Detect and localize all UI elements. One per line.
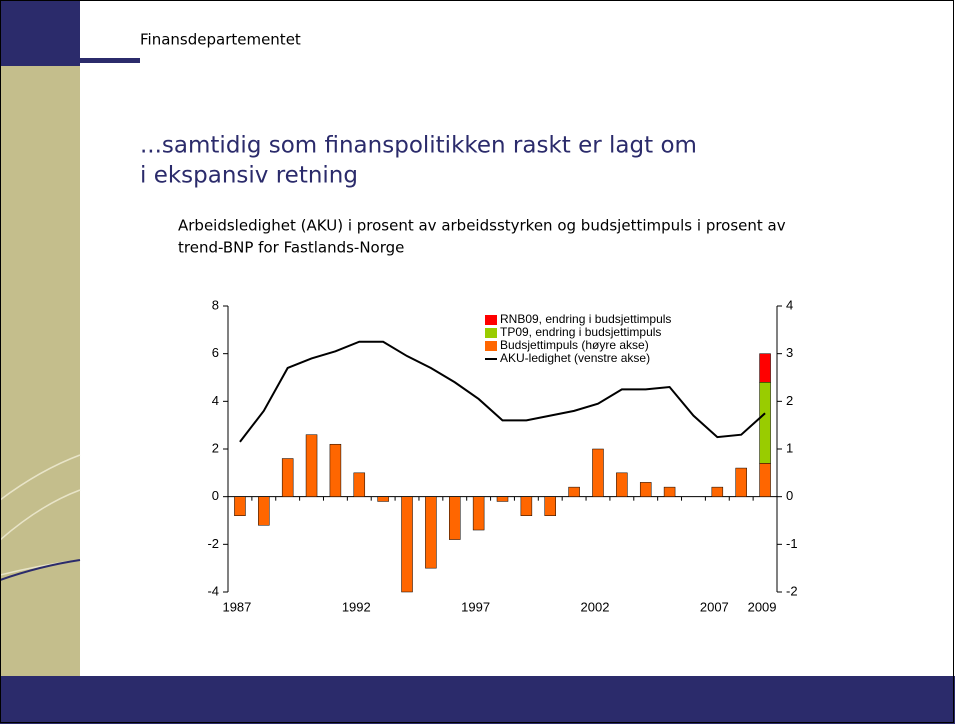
decor-curve [0, 559, 81, 581]
footer-band [0, 676, 955, 724]
bar [496, 496, 509, 502]
x-tick-label: 1992 [342, 599, 371, 614]
bar [759, 353, 771, 383]
legend-swatch [485, 315, 497, 325]
title-line: i ekspansiv retning [140, 163, 358, 189]
bar [616, 472, 628, 497]
bar [592, 448, 604, 497]
y2-tick-label: -2 [786, 583, 798, 598]
bar [735, 467, 747, 497]
y2-tick-label: 1 [786, 440, 793, 455]
x-tick-label: 2007 [700, 599, 729, 614]
bar [234, 496, 246, 516]
side-band [0, 66, 80, 676]
bar [520, 496, 533, 516]
legend-label: AKU-ledighet (venstre akse) [500, 351, 650, 365]
bar [663, 486, 676, 497]
y2-tick-label: 4 [786, 297, 793, 312]
legend-swatch [485, 341, 497, 351]
y-tick-label: 2 [212, 440, 219, 455]
x-tick-label: 1987 [222, 599, 251, 614]
legend-label: Budsjettimpuls (høyre akse) [500, 338, 649, 352]
bar [568, 486, 580, 497]
x-tick-label: 2009 [748, 599, 777, 614]
bar [425, 496, 437, 569]
organization: Finansdepartementet [140, 31, 301, 49]
bar [472, 496, 485, 531]
bar [449, 496, 461, 540]
subtitle-line: trend-BNP for Fastlands-Norge [178, 239, 404, 257]
bar [759, 463, 771, 497]
bar [377, 496, 389, 502]
y2-tick-label: 2 [786, 393, 793, 408]
bar [305, 434, 318, 497]
legend-swatch [485, 328, 497, 338]
y-tick-label: 8 [212, 297, 219, 312]
bar [353, 472, 366, 497]
bar [544, 496, 556, 516]
bar [759, 382, 771, 464]
subtitle-line: Arbeidsledighet (AKU) i prosent av arbei… [178, 217, 786, 235]
bar [639, 482, 652, 497]
x-tick-label: 1997 [461, 599, 490, 614]
legend-label: TP09, endring i budsjettimpuls [500, 325, 661, 339]
chart: -4 -2 0 2 4 6 8 -2 -1 0 1 2 3 4 1987 1992 1997 2002 2007 20… [207, 297, 797, 614]
legend-label: RNB09, endring i budsjettimpuls [500, 312, 671, 326]
y2-tick-label: 0 [786, 488, 793, 503]
bar [401, 496, 413, 593]
corner-block [0, 0, 80, 66]
y-tick-label: -2 [207, 536, 219, 551]
title-line: ...samtidig som finanspolitikken raskt e… [140, 133, 697, 159]
y-tick-label: 0 [212, 488, 219, 503]
y-tick-label: -4 [207, 583, 219, 598]
x-tick-label: 2002 [581, 599, 610, 614]
y-tick-label: 4 [212, 393, 219, 408]
header-rule [80, 58, 140, 63]
y2-tick-label: -1 [786, 536, 798, 551]
bar [258, 496, 270, 526]
bar [281, 458, 294, 497]
y2-tick-label: 3 [786, 345, 793, 360]
y-tick-label: 6 [212, 345, 219, 360]
bar [329, 443, 342, 497]
line [239, 340, 766, 443]
bar [711, 486, 724, 497]
